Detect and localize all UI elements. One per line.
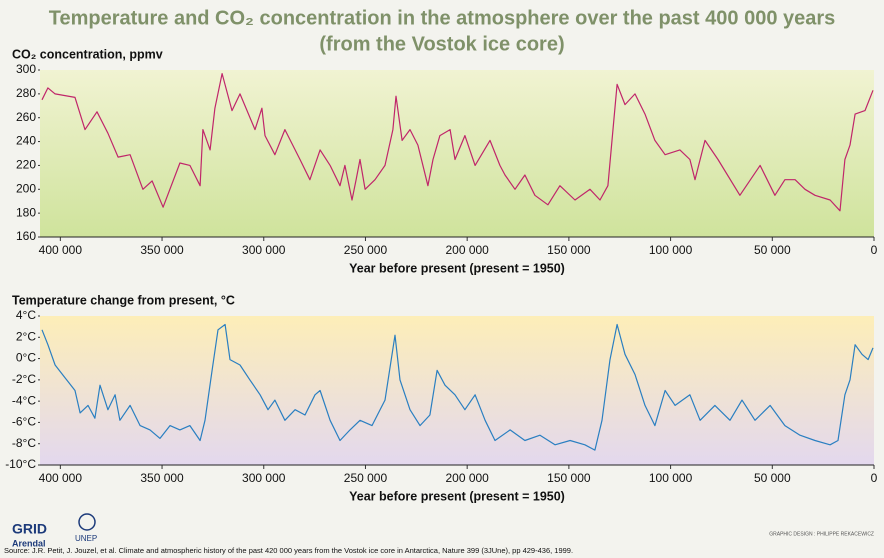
title-line: Temperature and CO₂ concentration in the… bbox=[49, 7, 836, 29]
y-tick-label: 280 bbox=[16, 86, 36, 100]
x-axis-label: Year before present (present = 1950) bbox=[349, 489, 565, 503]
y-axis-label: Temperature change from present, °C bbox=[12, 293, 235, 307]
x-tick-label: 400 000 bbox=[39, 471, 83, 485]
credit: GRAPHIC DESIGN : PHILIPPE REKACEWICZ bbox=[769, 531, 874, 537]
y-tick-label: -8°C bbox=[12, 436, 36, 450]
source: Source: J.R. Petit, J. Jouzel, et al. Cl… bbox=[4, 546, 573, 555]
y-tick-label: 200 bbox=[16, 181, 36, 195]
y-tick-label: -2°C bbox=[12, 372, 36, 386]
x-tick-label: 150 000 bbox=[547, 243, 591, 257]
y-tick-label: 180 bbox=[16, 205, 36, 219]
x-tick-label: 0 bbox=[871, 243, 878, 257]
y-tick-label: 300 bbox=[16, 62, 36, 76]
x-tick-label: 100 000 bbox=[649, 243, 693, 257]
x-tick-label: 350 000 bbox=[140, 243, 184, 257]
x-axis-label: Year before present (present = 1950) bbox=[349, 261, 565, 275]
x-tick-label: 150 000 bbox=[547, 471, 591, 485]
y-tick-label: 260 bbox=[16, 110, 36, 124]
y-tick-label: 2°C bbox=[16, 329, 36, 343]
y-tick-label: -4°C bbox=[12, 393, 36, 407]
data-line bbox=[41, 323, 874, 451]
y-tick-label: -6°C bbox=[12, 415, 36, 429]
y-tick-label: 4°C bbox=[16, 308, 36, 322]
x-tick-label: 200 000 bbox=[445, 471, 489, 485]
y-axis-label: CO₂ concentration, ppmv bbox=[12, 47, 163, 61]
logo-grid: GRID bbox=[12, 521, 47, 537]
y-tick-label: -10°C bbox=[5, 457, 36, 471]
y-tick-label: 240 bbox=[16, 134, 36, 148]
x-tick-label: 50 000 bbox=[754, 243, 791, 257]
x-tick-label: 250 000 bbox=[344, 243, 388, 257]
x-tick-label: 0 bbox=[871, 471, 878, 485]
x-tick-label: 250 000 bbox=[344, 471, 388, 485]
logo-unep: UNEP bbox=[75, 534, 97, 543]
x-tick-label: 300 000 bbox=[242, 471, 286, 485]
x-tick-label: 300 000 bbox=[242, 243, 286, 257]
data-line bbox=[41, 73, 874, 212]
x-tick-label: 100 000 bbox=[649, 471, 693, 485]
y-tick-label: 0°C bbox=[16, 351, 36, 365]
y-tick-label: 220 bbox=[16, 158, 36, 172]
x-tick-label: 200 000 bbox=[445, 243, 489, 257]
y-tick-label: 160 bbox=[16, 229, 36, 243]
plot-background bbox=[40, 316, 874, 465]
x-tick-label: 350 000 bbox=[140, 471, 184, 485]
x-tick-label: 50 000 bbox=[754, 471, 791, 485]
unep-emblem bbox=[78, 513, 96, 531]
title-line: (from the Vostok ice core) bbox=[319, 33, 564, 55]
x-tick-label: 400 000 bbox=[39, 243, 83, 257]
logo-arendal: Arendal bbox=[12, 538, 46, 548]
